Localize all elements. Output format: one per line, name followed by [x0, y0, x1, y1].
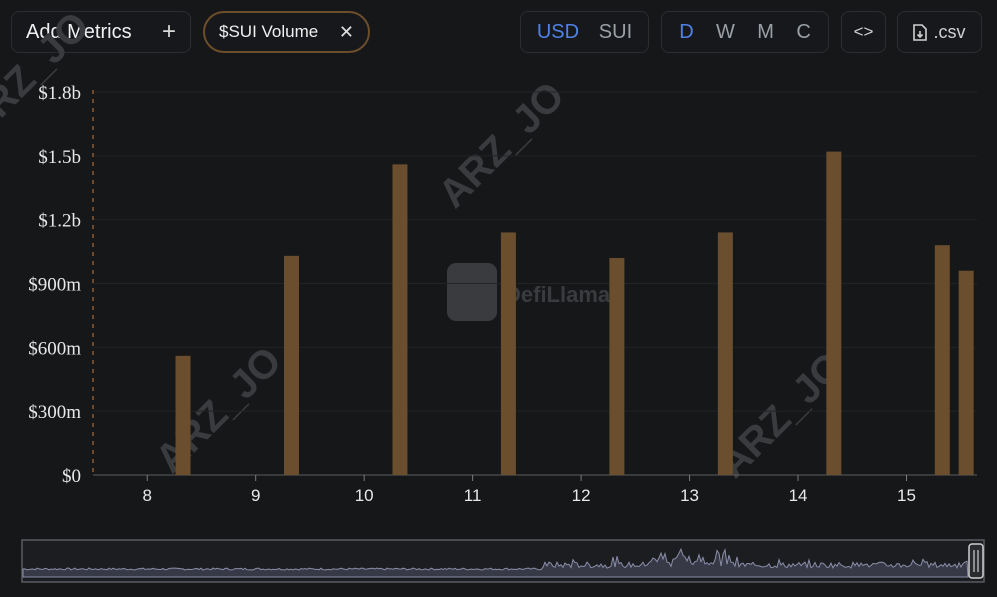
x-tick-label: 14	[789, 486, 808, 505]
user-watermark: ARZ_JO	[430, 74, 573, 217]
y-tick-label: $1.2b	[38, 211, 81, 232]
x-tick-label: 10	[355, 486, 374, 505]
volume-bar[interactable]	[609, 257, 625, 475]
user-watermark: ARZ_JO	[147, 339, 290, 482]
period-option-month[interactable]: M	[757, 20, 774, 43]
volume-bar[interactable]	[958, 270, 974, 475]
x-tick-label: 15	[897, 486, 916, 505]
volume-bar[interactable]	[283, 255, 299, 475]
grid-layer	[93, 91, 977, 412]
currency-option-usd[interactable]: USD	[536, 20, 580, 43]
x-tick-labels: 8 9 10 11 12 13 14 15	[142, 475, 916, 505]
y-tick-label: $300m	[28, 402, 81, 423]
range-navigator[interactable]	[21, 539, 985, 583]
range-handle-right[interactable]	[968, 543, 984, 579]
y-tick-labels: $0 $300m $600m $900m $1.2b $1.5b $1.8b	[28, 83, 81, 487]
x-tick-label: 8	[142, 486, 151, 505]
volume-bar[interactable]	[175, 355, 191, 475]
plus-icon: +	[161, 18, 176, 45]
defillama-watermark: DefiLlama	[447, 263, 611, 321]
add-metrics-label: Add Metrics	[26, 20, 132, 43]
currency-option-sui[interactable]: SUI	[598, 20, 633, 43]
period-option-day[interactable]: D	[679, 20, 694, 43]
add-metrics-button[interactable]: Add Metrics +	[11, 11, 191, 53]
y-tick-label: $900m	[28, 275, 81, 296]
volume-bar[interactable]	[500, 232, 516, 475]
bars-layer	[175, 151, 974, 476]
code-icon: <>	[853, 22, 874, 41]
volume-bar[interactable]	[717, 232, 733, 475]
currency-toggle: USD SUI	[520, 11, 649, 53]
x-tick-label: 11	[464, 486, 482, 505]
metric-chip-label: $SUI Volume	[219, 22, 319, 41]
volume-bar[interactable]	[934, 245, 950, 475]
user-watermark: ARZ_JO	[0, 4, 98, 147]
close-icon[interactable]: ✕	[338, 21, 354, 42]
defillama-watermark-text: DefiLlama	[505, 282, 611, 307]
volume-bar[interactable]	[392, 164, 408, 475]
x-tick-label: 13	[680, 486, 699, 505]
y-tick-label: $1.8b	[38, 83, 81, 104]
x-tick-label: 12	[572, 486, 591, 505]
volume-bar[interactable]	[826, 151, 842, 476]
csv-download-button[interactable]: .csv	[897, 11, 982, 53]
period-option-week[interactable]: W	[716, 20, 735, 43]
y-tick-label: $0	[62, 466, 81, 487]
embed-button[interactable]: <>	[841, 11, 886, 53]
period-option-cumulative[interactable]: C	[796, 20, 811, 43]
y-tick-label: $600m	[28, 338, 81, 359]
metric-chip-sui-volume[interactable]: $SUI Volume ✕	[203, 11, 370, 53]
overview-sparkline	[22, 547, 969, 578]
period-toggle: D W M C	[661, 11, 829, 53]
csv-label: .csv	[933, 21, 966, 42]
range-navigator-frame[interactable]	[21, 539, 985, 583]
x-tick-label: 9	[251, 486, 260, 505]
file-download-icon	[913, 23, 928, 41]
y-tick-label: $1.5b	[38, 147, 81, 168]
